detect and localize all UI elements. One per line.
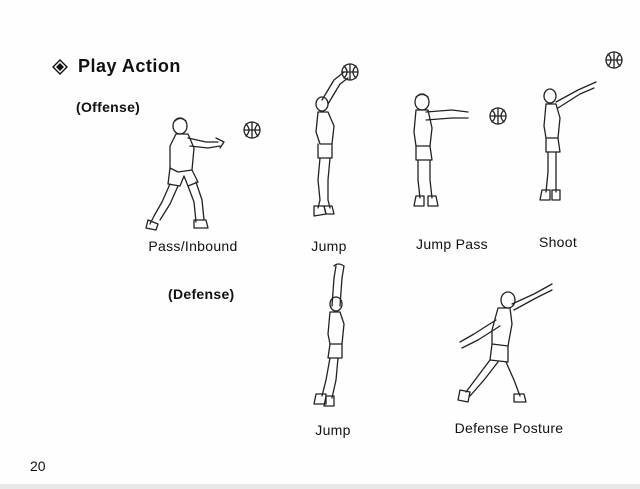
pass-inbound-figure xyxy=(140,112,270,237)
page-edge-shadow xyxy=(0,484,640,489)
caption-pass-inbound: Pass/Inbound xyxy=(148,238,238,254)
offense-label: (Offense) xyxy=(76,99,141,115)
caption-shoot: Shoot xyxy=(538,234,578,250)
caption-jump-pass: Jump Pass xyxy=(416,236,488,252)
jump-figure xyxy=(298,60,368,225)
defense-label: (Defense) xyxy=(168,286,235,302)
caption-defense-jump: Jump xyxy=(315,422,351,438)
defense-jump-figure xyxy=(304,262,364,420)
section-heading: Play Action xyxy=(52,56,181,77)
shoot-figure xyxy=(530,46,630,216)
jump-pass-figure xyxy=(402,88,512,220)
caption-defense-posture: Defense Posture xyxy=(454,420,564,436)
caption-jump: Jump xyxy=(311,238,347,254)
page-number: 20 xyxy=(30,458,46,474)
page-title: Play Action xyxy=(78,56,181,76)
defense-posture-figure xyxy=(452,280,562,412)
diamond-bullet-icon xyxy=(52,58,68,75)
